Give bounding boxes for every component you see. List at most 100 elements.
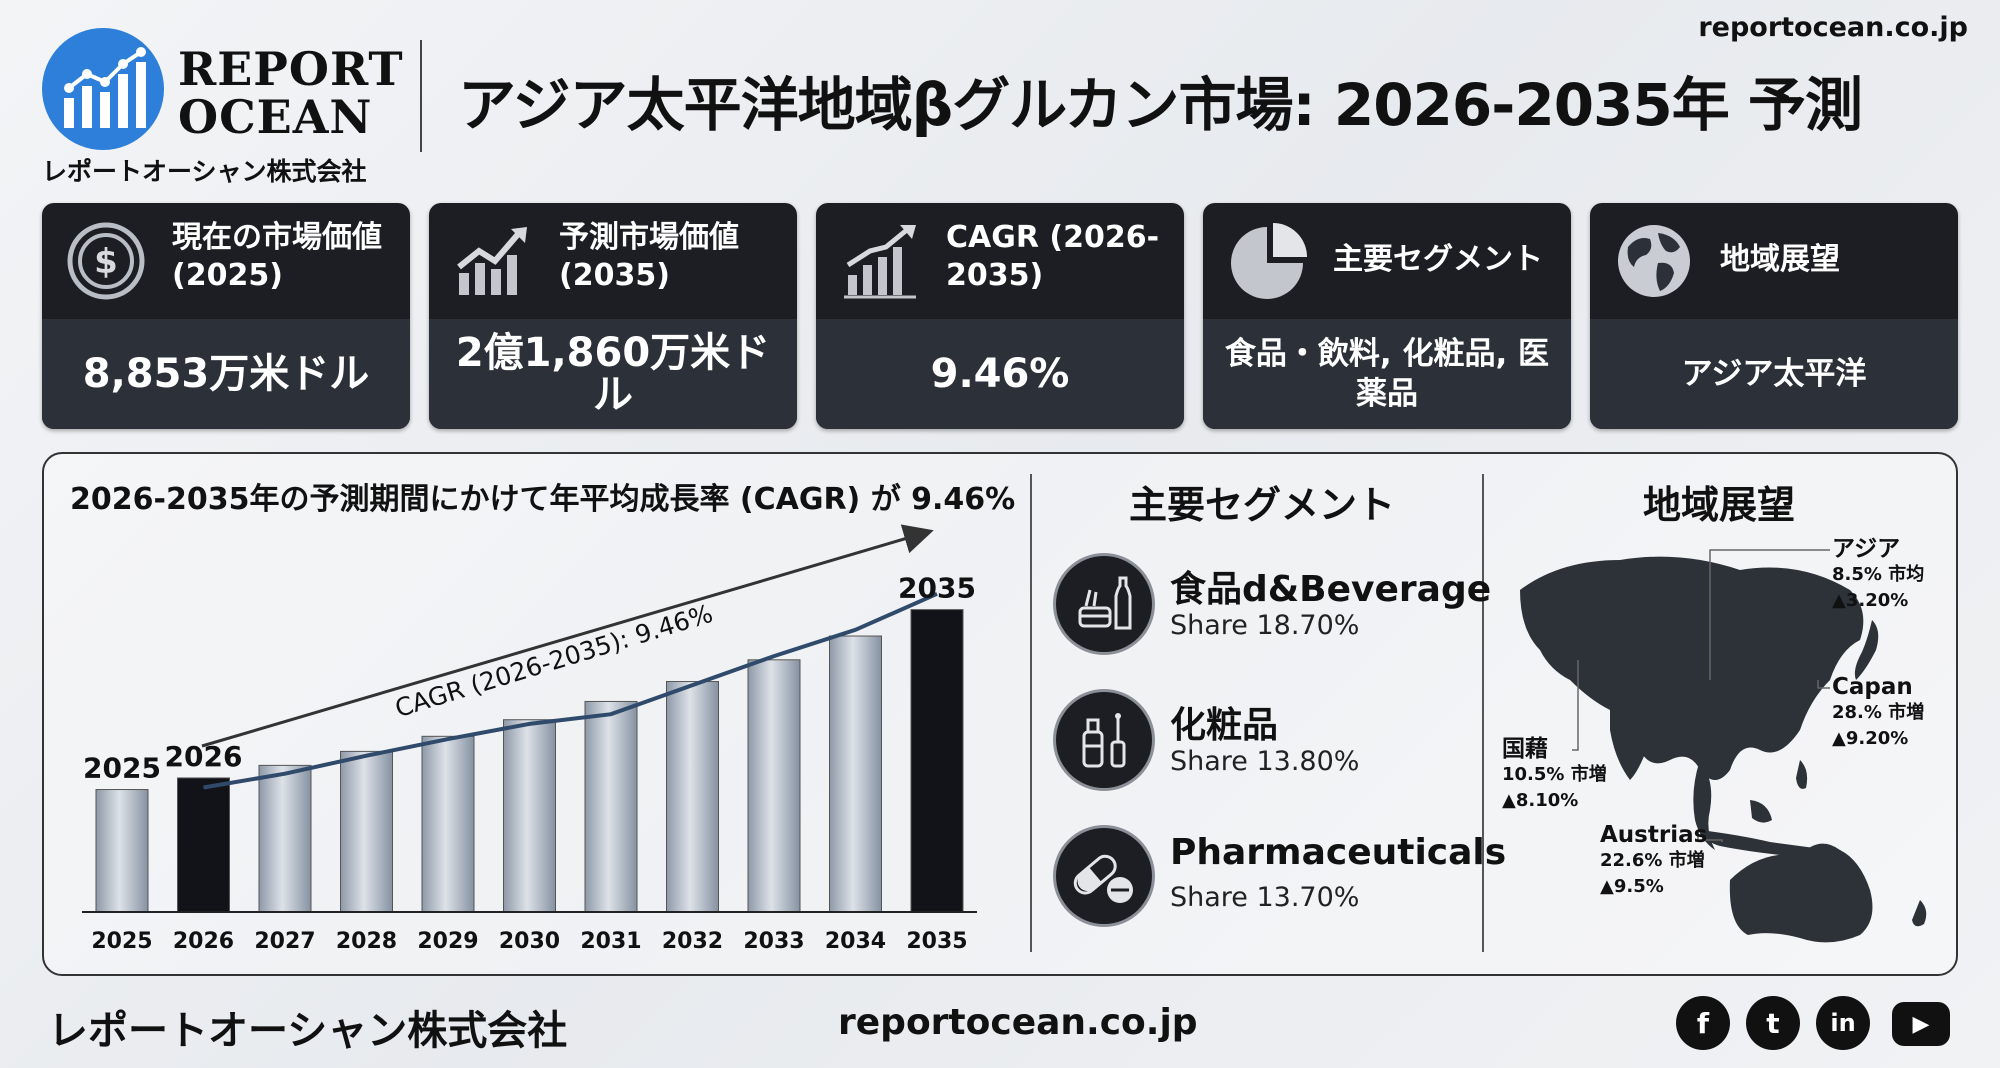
logo-chart-icon [42, 28, 164, 150]
segment-name: Pharmaceuticals [1170, 832, 1507, 873]
x-tick-label: 2032 [662, 929, 723, 954]
kpi-value: アジア太平洋 [1681, 356, 1867, 392]
kpi-card-current-value: $ 現在の市場価値 (2025) 8,853万米ドル [42, 203, 410, 429]
india-shape [1610, 700, 1650, 780]
region-detail: 28.% 市増 [1832, 702, 1925, 723]
segment-share: Share 13.80% [1170, 746, 1360, 777]
segment-name: 化粧品 [1170, 705, 1279, 746]
leader-line [1697, 830, 1723, 842]
kpi-card-key-segment: 主要セグメント 食品・飲料, 化粧品, 医薬品 [1203, 203, 1571, 429]
x-tick-label: 2026 [173, 929, 234, 954]
page-title: アジア太平洋地域βグルカン市場: 2026-2035年 予測 [458, 71, 1863, 139]
panel-divider [1482, 474, 1484, 952]
logo-company-name: レポートオーシャン株式会社 [42, 157, 367, 186]
bar-data-label: 2026 [165, 740, 243, 773]
region-growth: ▲9.5% [1600, 876, 1664, 897]
footer-url-link[interactable]: reportocean.co.jp [838, 1002, 1198, 1043]
x-tick-label: 2033 [743, 929, 804, 954]
kpi-card-cagr: CAGR (2026-2035) 9.46% [816, 203, 1184, 429]
bar-2028 [340, 750, 393, 913]
svg-text:$: $ [94, 242, 118, 282]
region-growth: ▲8.10% [1502, 790, 1579, 811]
bar-2026 [177, 777, 230, 913]
x-tick-label: 2030 [499, 929, 560, 954]
mainland-asia-shape [1520, 556, 1864, 780]
australia-shape [1729, 843, 1873, 943]
segment-item: 食品d&Beverage Share 18.70% [1054, 552, 1504, 662]
dollar-coin-icon: $ [67, 222, 145, 300]
report-ocean-logo: REPORT OCEAN レポートオーシャン株式会社 [40, 24, 403, 186]
kpi-title: 予測市場価値 (2035) [559, 220, 739, 293]
kpi-title: 地域展望 [1720, 242, 1840, 277]
pill-icon [1056, 828, 1152, 924]
kpi-title: 主要セグメント [1333, 242, 1543, 277]
region-name: アジア [1832, 536, 1901, 562]
x-tick-label: 2034 [825, 929, 886, 954]
bar-2030 [503, 719, 556, 913]
bar-2025 [95, 789, 149, 913]
asia-pacific-map [1520, 549, 1927, 943]
bar-data-label: 2035 [898, 572, 976, 605]
linkedin-icon[interactable]: in [1816, 996, 1870, 1050]
region-growth: ▲9.20% [1832, 728, 1909, 749]
kpi-value: 食品・飲料, 化粧品, 医薬品 [1224, 336, 1550, 412]
kpi-card-forecast-value: 予測市場価値 (2035) 2億1,860万米ドル [429, 203, 797, 429]
leader-line [1817, 680, 1830, 689]
food-beverage-icon [1056, 556, 1152, 652]
market-growth-bar-chart: CAGR (2026-2035): 9.46% 2025 2026 2027 2028… [82, 524, 977, 954]
bar-2033 [747, 659, 801, 913]
kpi-value: 9.46% [930, 351, 1070, 397]
x-tick-label: 2031 [580, 929, 641, 954]
bar-2031 [584, 700, 638, 913]
region-name: Austrias [1600, 822, 1708, 848]
pie-chart-icon [1231, 223, 1307, 299]
region-detail: 22.6% 市増 [1600, 850, 1705, 871]
segment-item: 化粧品 Share 13.80% [1054, 688, 1504, 798]
segment-share: Share 18.70% [1170, 610, 1360, 641]
segment-name: 食品d&Beverage [1170, 569, 1492, 610]
region-detail: 10.5% 市増 [1502, 764, 1607, 785]
indonesia-shape [1700, 830, 1830, 857]
kpi-title: 現在の市場価値 (2025) [172, 220, 382, 293]
twitter-icon[interactable]: t [1746, 996, 1800, 1050]
region-label-japan: Capan 28.% 市増 ▲9.20% [1832, 674, 1924, 752]
footer-company-name: レポートオーシャン株式会社 [48, 1008, 568, 1054]
kpi-title: CAGR (2026-2035) [946, 220, 1160, 293]
new-zealand-shape [1912, 900, 1927, 927]
philippines-shape [1796, 760, 1808, 789]
x-tick-label: 2027 [254, 929, 315, 954]
growth-chart-icon [457, 227, 527, 295]
leader-line [1709, 549, 1830, 680]
globe-icon [1618, 225, 1690, 297]
kpi-value: 2億1,860万米ドル [455, 330, 771, 418]
bar-data-label: 2025 [83, 752, 161, 785]
header-url-link[interactable]: reportocean.co.jp [1698, 12, 1968, 43]
japan-shape [1854, 620, 1879, 680]
segment-share: Share 13.70% [1170, 882, 1360, 913]
logo-word-ocean: OCEAN [178, 90, 373, 144]
kpi-card-regional-outlook: 地域展望 アジア太平洋 [1590, 203, 1958, 429]
region-name: 国藉 [1502, 736, 1548, 762]
borneo-shape [1750, 800, 1772, 823]
header-divider [420, 40, 422, 152]
leader-line [1572, 660, 1579, 751]
youtube-icon[interactable]: ▶ [1892, 1002, 1950, 1046]
region-detail: 8.5% 市均 [1832, 564, 1925, 585]
facebook-icon[interactable]: f [1676, 996, 1730, 1050]
bar-2035 [910, 609, 964, 913]
regional-outlook-title: 地域展望 [1642, 483, 1795, 527]
x-tick-label: 2029 [417, 929, 478, 954]
bar-2034 [829, 635, 882, 913]
region-growth: ▲3.20% [1832, 590, 1909, 611]
bar-2027 [258, 764, 312, 913]
x-tick-label: 2028 [336, 929, 397, 954]
region-label-country: 国藉 10.5% 市増 ▲8.10% [1502, 736, 1607, 814]
cosmetics-icon [1056, 692, 1152, 788]
southeast-asia-shape [1693, 760, 1715, 850]
trend-line [203, 592, 938, 790]
bar-2029 [421, 735, 475, 913]
logo-word-report: REPORT [178, 42, 404, 96]
bar-2032 [666, 681, 719, 913]
segment-item: Pharmaceuticals Share 13.70% [1054, 824, 1507, 934]
kpi-value: 8,853万米ドル [82, 351, 370, 397]
